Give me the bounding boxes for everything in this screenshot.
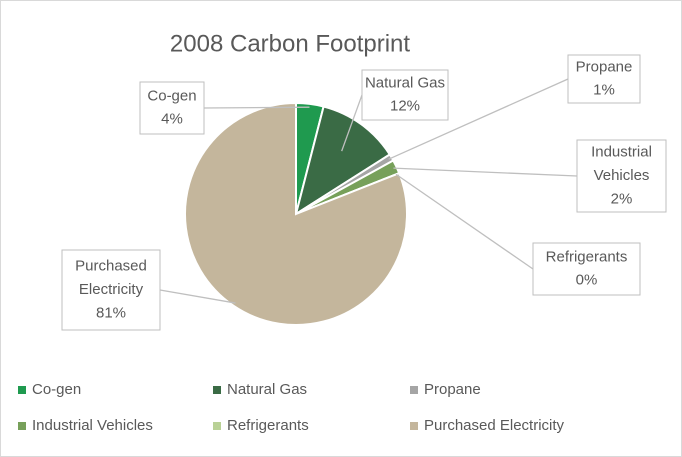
data-label-box	[361, 69, 449, 121]
data-label-value: 2%	[611, 190, 633, 207]
data-label-box	[532, 242, 641, 296]
legend-label: Co-gen	[32, 381, 81, 398]
leader-line	[388, 78, 569, 160]
data-label-value: 1%	[593, 82, 615, 99]
data-label-name: Propane	[576, 58, 633, 75]
data-label-value: 81%	[96, 304, 126, 321]
legend-swatch	[18, 386, 26, 394]
leader-line	[341, 94, 363, 152]
data-label-box	[139, 81, 205, 135]
data-label-value: 12%	[390, 98, 420, 115]
legend-swatch	[213, 422, 221, 430]
data-label-name: Natural Gas	[365, 74, 445, 91]
data-label-box	[61, 249, 161, 331]
legend-label: Refrigerants	[227, 417, 309, 434]
data-label-name: Industrial Vehicles	[591, 143, 652, 184]
leader-line	[393, 167, 578, 177]
pie-slice	[294, 105, 392, 217]
legend-swatch	[213, 386, 221, 394]
data-label-name: Purchased Electricity	[75, 257, 147, 298]
chart-title: 2008 Carbon Footprint	[170, 30, 410, 57]
legend-label: Natural Gas	[227, 381, 307, 398]
data-label-name: Co-gen	[147, 87, 196, 104]
leader-line	[395, 173, 534, 270]
data-label-name: Refrigerants	[546, 248, 628, 265]
leader-line	[203, 106, 310, 109]
data-label-box	[567, 54, 641, 104]
leader-line	[159, 289, 236, 304]
data-label-box	[576, 139, 667, 213]
legend-swatch	[410, 422, 418, 430]
legend-label: Purchased Electricity	[424, 417, 565, 434]
legend-label: Propane	[424, 381, 481, 398]
legend-label: Industrial Vehicles	[32, 417, 153, 434]
pie-slice	[184, 101, 408, 326]
legend-swatch	[410, 386, 418, 394]
data-label-value: 4%	[161, 111, 183, 128]
legend-swatch	[18, 422, 26, 430]
data-label-value: 0%	[576, 272, 598, 289]
